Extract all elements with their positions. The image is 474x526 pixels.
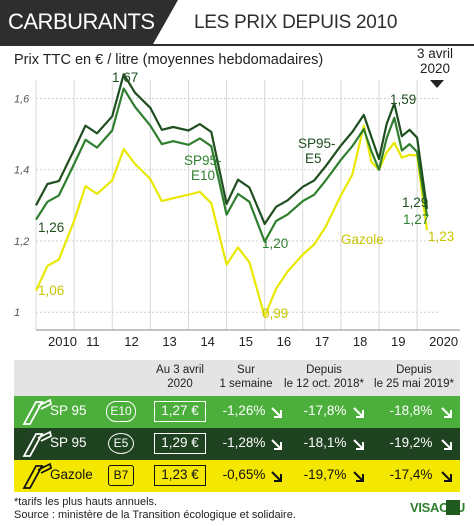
x-tick-label: 17 [315,334,329,349]
down-arrow-icon [441,471,452,482]
x-tick-label: 2020 [429,334,458,349]
header-price-date-line1: Au 3 avril [156,364,204,376]
x-tick-label: 12 [124,334,138,349]
x-tick-label: 15 [239,334,253,349]
header-since-2018-line2: le 12 oct. 2018* [284,378,364,390]
price-chart: 1 1,2 1,4 1,6 2010 11 12 13 14 15 16 17 18 19 2020 1,26… [14,70,460,349]
down-arrow-icon [271,439,282,450]
x-tick-label: 14 [200,334,214,349]
header-week-line1: Sur [237,364,255,376]
series-line-sp95-e5 [35,73,429,225]
fuel-name: Gazole [50,467,93,482]
fuel-pump-icon [22,398,53,425]
change-since-2018: -17,8% [303,403,347,418]
fuel-badge: B7 [108,465,134,486]
fuel-pump-icon [22,430,53,457]
footnote-source: Source : ministère de la Transition écol… [14,509,296,521]
label-end-e5: 1,29 [402,195,428,210]
change-since-2019: -17,4% [389,467,433,482]
x-tick-label: 2010 [48,334,77,349]
header-since-2018-line1: Depuis [306,364,342,376]
label-end-gazole: 1,23 [428,229,454,244]
label-start-e5: 1,26 [38,220,64,235]
x-tick-label: 16 [277,334,291,349]
week-change: -0,65% [222,467,266,482]
page-subtitle: LES PRIX DEPUIS 2010 [194,12,398,33]
down-arrow-icon [271,407,282,418]
change-since-2019: -18,8% [389,403,433,418]
label-series-e5-line1: SP95- [298,136,336,151]
change-since-2018: -18,1% [303,435,347,450]
label-series-e10-line2: E10 [191,168,215,183]
down-arrow-icon [353,471,364,482]
series-line-gazole [34,124,429,318]
header: CARBURANTS LES PRIX DEPUIS 2010 [0,0,474,44]
footnote: *tarifs les plus hauts annuels. Source :… [14,496,296,522]
header-since-2019: Depuis le 25 mai 2019* [368,363,460,391]
header-week-line2: 1 semaine [219,378,273,390]
price-cell: 1,23 € [154,465,206,486]
y-tick-label: 1,4 [14,165,29,177]
header-week: Sur 1 semaine [206,363,286,391]
x-tick-label: 19 [391,334,405,349]
label-series-e10-line1: SP95- [184,153,222,168]
down-arrow-icon [271,471,282,482]
page-title: CARBURANTS [8,9,155,34]
header-since-2019-line2: le 25 mai 2019* [374,378,454,390]
date-marker-line1: 3 avril [416,46,453,61]
y-tick-label: 1,6 [14,93,30,105]
down-arrow-icon [441,439,452,450]
label-start-gazole: 1,06 [38,283,64,298]
fuel-badge: E10 [106,401,136,422]
footnote-line1: *tarifs les plus hauts annuels. [14,496,158,508]
label-end-e10: 1,27 [403,212,429,227]
table-row-sp95-e5: SP 95 E5 1,29 € -1,28% -18,1% -19,2% [14,428,460,460]
header-since-2019-line1: Depuis [396,364,432,376]
down-arrow-icon [441,407,452,418]
date-marker-label: 3 avril 2020 [405,46,465,76]
price-cell: 1,29 € [154,433,206,454]
series-line-sp95-e10 [35,87,429,243]
label-min-e10: 1,20 [262,236,288,251]
header-divider [0,44,474,46]
x-tick-label: 11 [86,334,100,349]
header-price-date-line2: 2020 [167,378,193,390]
label-max: 1,67 [112,70,138,85]
fuel-pump-icon [22,462,53,489]
label-series-gazole: Gazole [341,232,384,247]
fuel-name: SP 95 [50,403,87,418]
week-change: -1,28% [222,435,266,450]
x-tick-label: 13 [162,334,176,349]
x-tick-label: 18 [353,334,367,349]
header-price-date: Au 3 avril 2020 [134,363,226,391]
y-tick-label: 1,2 [14,236,29,248]
table-row-sp95-e10: SP 95 E10 1,27 € -1,26% -17,8% -18,8% [14,396,460,428]
table-row-gazole: Gazole B7 1,23 € -0,65% -19,7% -17,4% [14,460,460,492]
date-marker-line2: 2020 [419,61,451,76]
date-marker-arrow-icon [430,80,444,88]
change-since-2019: -19,2% [389,435,433,450]
table-header: Au 3 avril 2020 Sur 1 semaine Depuis le … [14,360,460,396]
price-cell: 1,27 € [154,401,206,422]
week-change: -1,26% [222,403,266,418]
price-table: Au 3 avril 2020 Sur 1 semaine Depuis le … [14,360,460,494]
label-series-e5-line2: E5 [305,151,322,166]
fuel-badge: E5 [108,433,134,454]
brand-logo-icon [446,500,460,515]
down-arrow-icon [353,439,364,450]
label-min-gazole: 0,99 [262,306,288,321]
unit-label: Prix TTC en € / litre (moyennes hebdomad… [14,52,324,68]
change-since-2018: -19,7% [303,467,347,482]
label-peak-2019: 1,59 [390,92,416,107]
down-arrow-icon [353,407,364,418]
header-since-2018: Depuis le 12 oct. 2018* [278,363,370,391]
y-tick-label: 1 [14,307,20,319]
title-banner [0,0,178,44]
fuel-name: SP 95 [50,435,87,450]
